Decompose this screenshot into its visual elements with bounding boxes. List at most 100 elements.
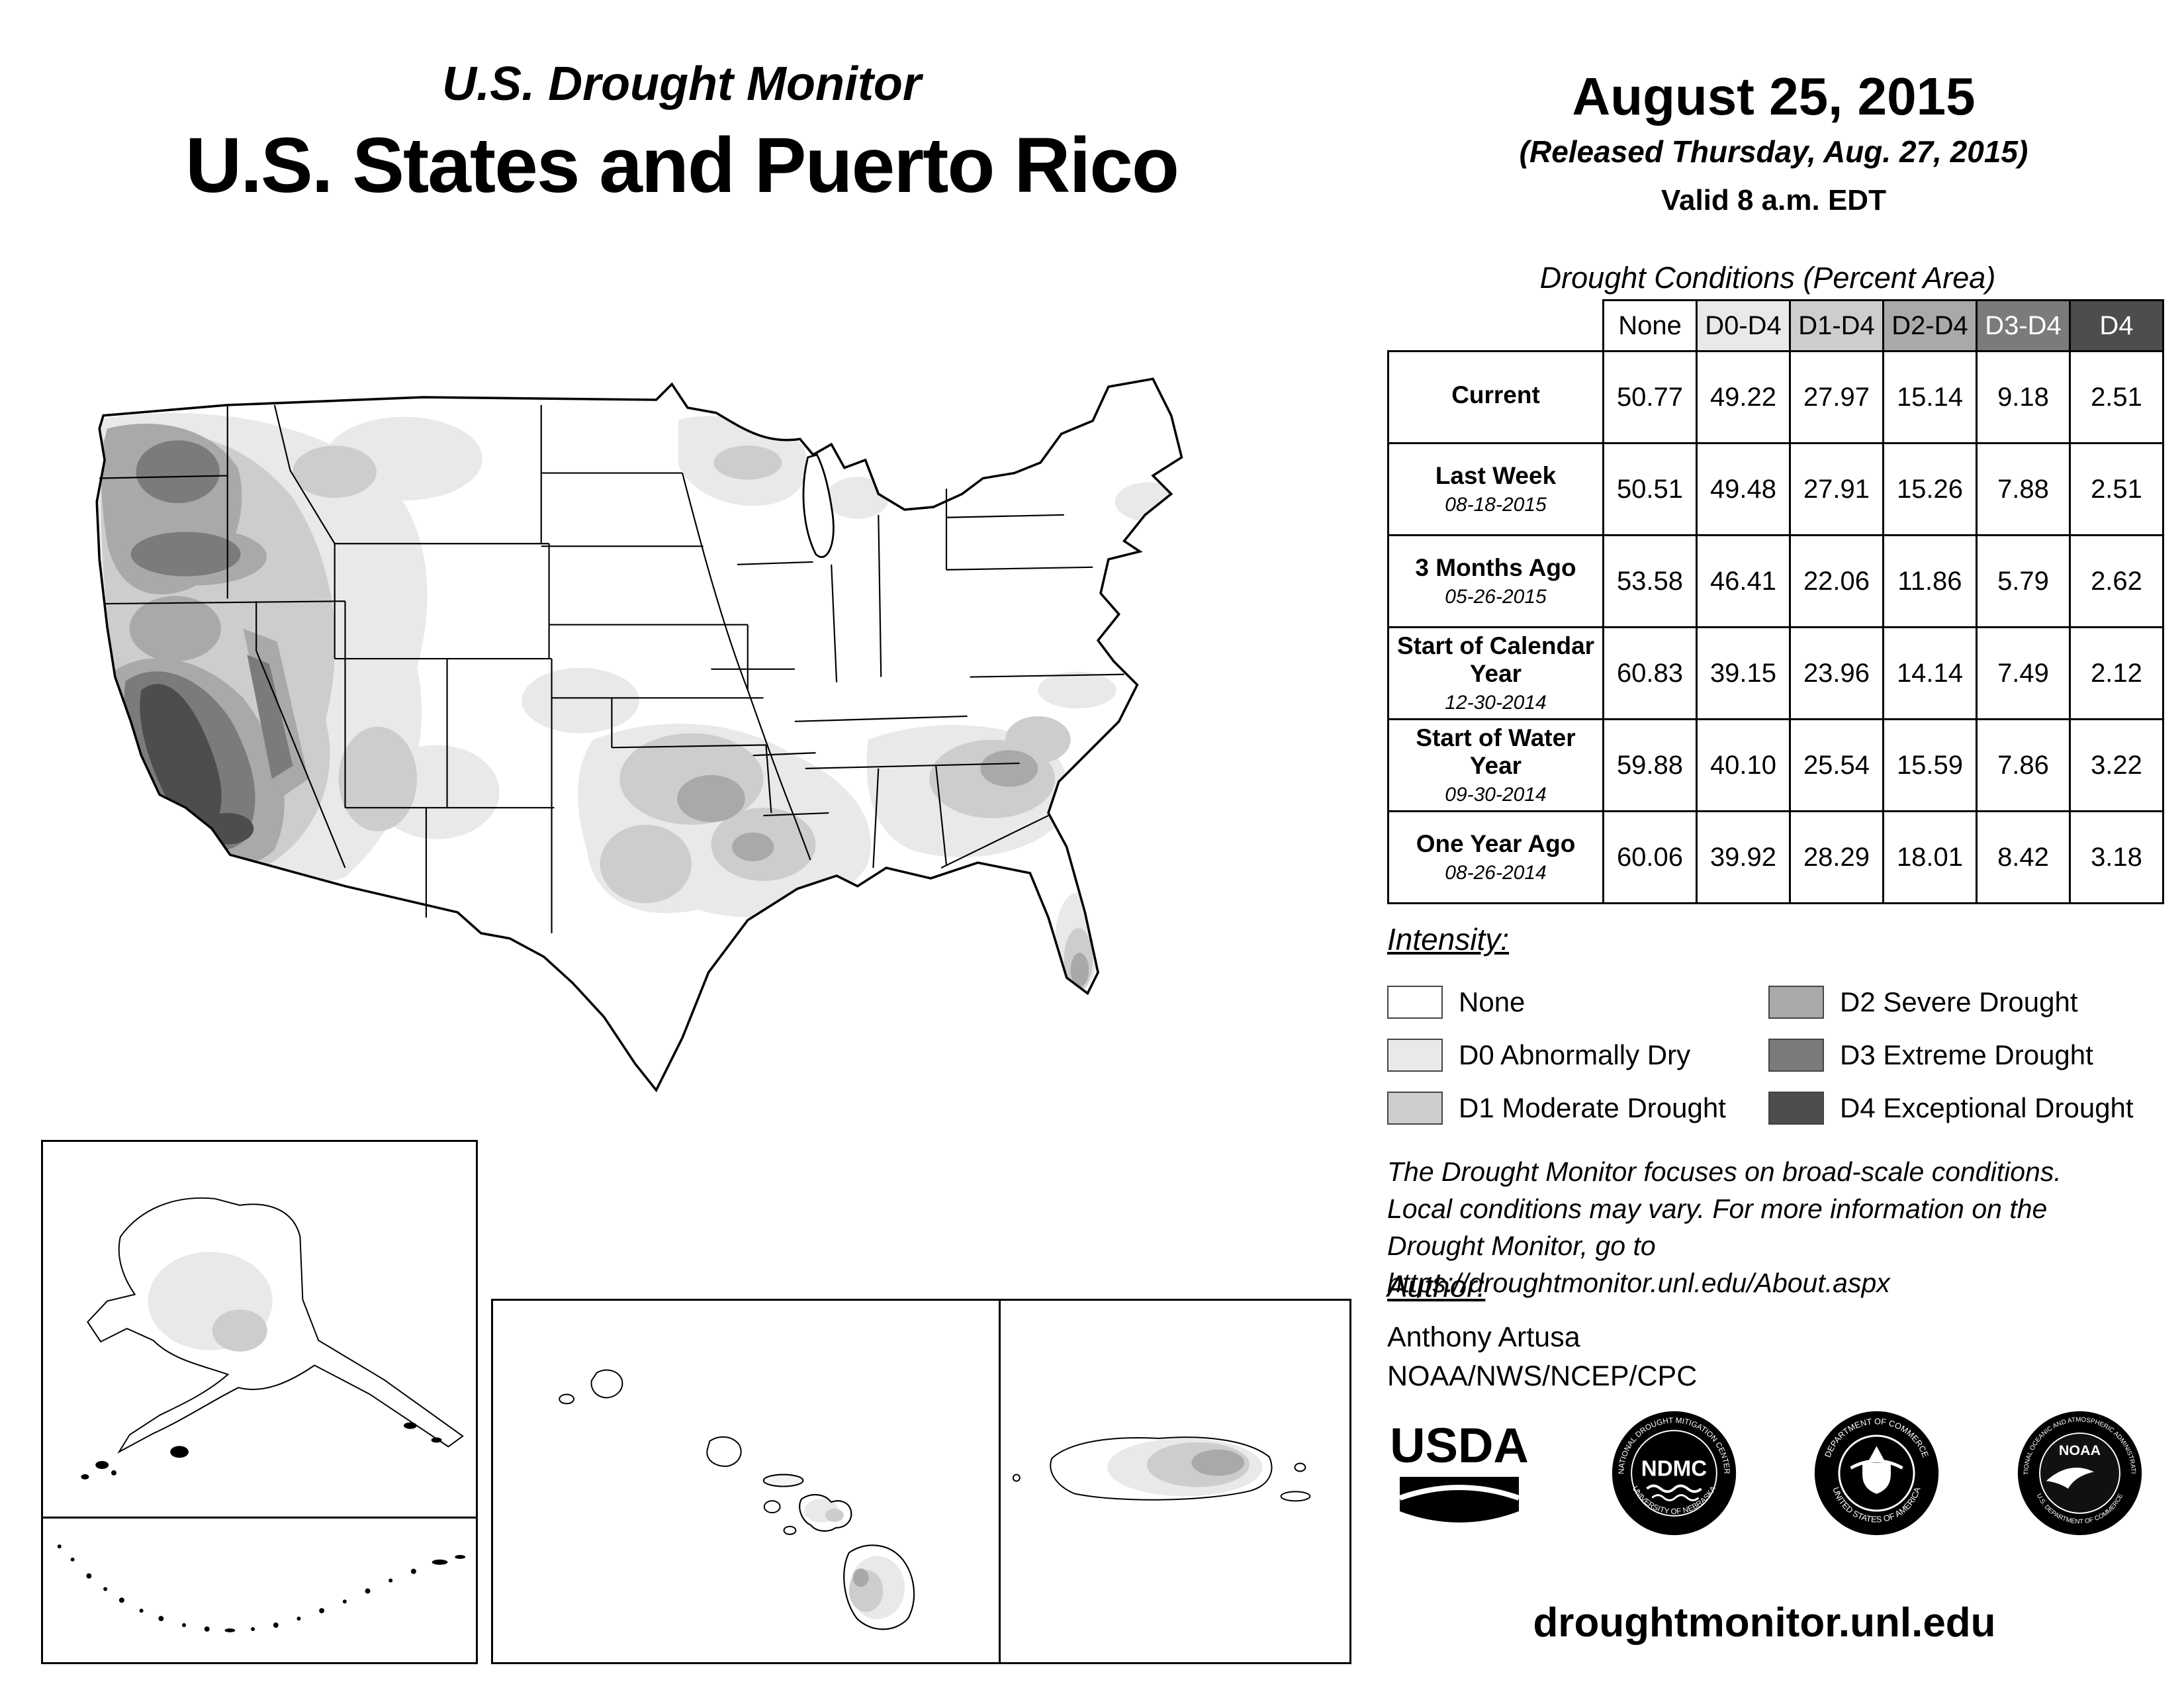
value-cell: 9.18	[1976, 350, 2071, 444]
usda-logo-graphic: USDA	[1390, 1418, 1529, 1523]
disclaimer-line: Drought Monitor, go to https://droughtmo…	[1387, 1231, 1890, 1298]
row-label-text: Last Week	[1435, 462, 1557, 489]
value-cell: 49.48	[1696, 442, 1791, 536]
row-label: Current	[1387, 350, 1604, 444]
value-cell: 8.42	[1976, 810, 2071, 904]
report-subtitle: U.S. States and Puerto Rico	[185, 122, 1179, 209]
legend-item-none: None	[1387, 976, 1768, 1029]
alaska-islands	[81, 1422, 442, 1479]
table-row-3-months-ago: 3 Months Ago 05-26-2015 53.58 46.41 22.0…	[1387, 534, 2164, 628]
value-cell: 2.51	[2069, 350, 2164, 444]
commerce-seal: DEPARTMENT OF COMMERCE UNITED STATES OF …	[1815, 1411, 1939, 1536]
row-label: Last Week 08-18-2015	[1387, 442, 1604, 536]
row-label-date: 08-18-2015	[1445, 494, 1547, 516]
disclaimer-line: The Drought Monitor focuses on broad-sca…	[1387, 1156, 2062, 1187]
puerto-rico-map	[1012, 1436, 1311, 1502]
disclaimer-text: The Drought Monitor focuses on broad-sca…	[1387, 1153, 2155, 1301]
value-cell: 2.12	[2069, 626, 2164, 720]
value-cell: 53.58	[1602, 534, 1698, 628]
legend-label: D2 Severe Drought	[1840, 986, 2078, 1017]
agency-logos: USDA NATIONAL DROUGHT MITIGATION CENTER …	[1383, 1403, 2144, 1541]
legend-grid: None D0 Abnormally Dry D1 Moderate Droug…	[1387, 976, 2142, 1135]
value-cell: 15.14	[1882, 350, 1978, 444]
ndmc-inner-ring	[1630, 1430, 1717, 1517]
legend-label: D3 Extreme Drought	[1840, 1039, 2093, 1070]
value-cell: 39.15	[1696, 626, 1791, 720]
value-cell: 3.22	[2069, 718, 2164, 812]
legend-label: None	[1459, 986, 1525, 1017]
table-row-last-week: Last Week 08-18-2015 50.51 49.48 27.91 1…	[1387, 442, 2164, 536]
value-cell: 60.06	[1602, 810, 1698, 904]
col-header-d1-d4: D1-D4	[1789, 299, 1884, 352]
swatch-d1	[1387, 1092, 1443, 1125]
alaska-map	[81, 1197, 464, 1479]
value-cell: 5.79	[1976, 534, 2071, 628]
drought-shading	[97, 412, 1182, 992]
swatch-d2	[1768, 986, 1824, 1019]
puerto-rico-drought-shading	[1107, 1438, 1263, 1497]
commerce-logo: DEPARTMENT OF COMMERCE UNITED STATES OF …	[1812, 1409, 1941, 1541]
ndmc-waves	[1645, 1484, 1702, 1493]
table-corner-cell	[1388, 300, 1604, 352]
conus-drought-map	[95, 377, 1183, 1092]
author-name: Anthony Artusa	[1387, 1321, 1580, 1353]
legend-item-d3: D3 Extreme Drought	[1768, 1029, 2142, 1082]
row-label-date: 12-30-2014	[1445, 692, 1547, 714]
noaa-logo: NATIONAL OCEANIC AND ATMOSPHERIC ADMINIS…	[2013, 1403, 2144, 1541]
release-date: (Released Thursday, Aug. 27, 2015)	[1519, 134, 2028, 169]
value-cell: 2.51	[2069, 442, 2164, 536]
table-row-start-water-year: Start of Water Year 09-30-2014 59.88 40.…	[1387, 718, 2164, 812]
table-header-row: None D0-D4 D1-D4 D2-D4 D3-D4 D4	[1388, 299, 2164, 352]
col-header-none: None	[1602, 299, 1698, 352]
disclaimer-line: Local conditions may vary. For more info…	[1387, 1194, 2048, 1224]
report-title: U.S. Drought Monitor	[442, 58, 921, 111]
aleutian-islands	[57, 1544, 466, 1632]
value-cell: 7.49	[1976, 626, 2071, 720]
row-label: Start of Water Year 09-30-2014	[1387, 718, 1604, 812]
value-cell: 7.86	[1976, 718, 2071, 812]
legend-item-d4: D4 Exceptional Drought	[1768, 1082, 2142, 1135]
row-label-date: 08-26-2014	[1445, 862, 1547, 884]
value-cell: 39.92	[1696, 810, 1791, 904]
value-cell: 60.83	[1602, 626, 1698, 720]
legend-item-d1: D1 Moderate Drought	[1387, 1082, 1768, 1135]
aleutian-inset-box	[41, 1519, 478, 1664]
value-cell: 49.22	[1696, 350, 1791, 444]
legend-item-d0: D0 Abnormally Dry	[1387, 1029, 1768, 1082]
aleutian-map	[57, 1544, 466, 1632]
footer-url: droughtmonitor.unl.edu	[1533, 1600, 1996, 1646]
puerto-rico-small-islands	[1012, 1462, 1311, 1502]
row-label-date: 05-26-2015	[1445, 586, 1547, 608]
row-label-text: Start of Water Year	[1416, 724, 1576, 779]
row-label-text: 3 Months Ago	[1415, 554, 1576, 581]
value-cell: 15.26	[1882, 442, 1978, 536]
value-cell: 7.88	[1976, 442, 2071, 536]
usda-wordmark: USDA	[1390, 1418, 1529, 1473]
col-header-d3-d4: D3-D4	[1976, 299, 2071, 352]
value-cell: 25.54	[1789, 718, 1884, 812]
ndmc-wordmark: NDMC	[1641, 1456, 1706, 1481]
alaska-landmass	[87, 1197, 463, 1452]
hawaii-outlines-top	[762, 1474, 915, 1630]
value-cell: 28.29	[1789, 810, 1884, 904]
doc-eagle-head	[1869, 1446, 1885, 1460]
swatch-d4	[1768, 1092, 1824, 1125]
author-block: Author: Anthony Artusa NOAA/NWS/NCEP/CPC	[1387, 1268, 2142, 1393]
row-label: Start of Calendar Year 12-30-2014	[1387, 626, 1604, 720]
swatch-d3	[1768, 1039, 1824, 1072]
legend-title: Intensity:	[1387, 922, 1510, 957]
valid-time: Valid 8 a.m. EDT	[1661, 184, 1886, 216]
ndmc-logo: NATIONAL DROUGHT MITIGATION CENTER UNIVE…	[1610, 1409, 1739, 1541]
value-cell: 27.97	[1789, 350, 1884, 444]
ndmc-waves-2	[1651, 1494, 1700, 1501]
noaa-seagull	[2046, 1468, 2094, 1489]
drought-conditions-table: None D0-D4 D1-D4 D2-D4 D3-D4 D4 Current …	[1387, 299, 2164, 904]
maui-drought-shading	[804, 1499, 844, 1523]
legend-label: D4 Exceptional Drought	[1840, 1092, 2134, 1123]
col-header-d0-d4: D0-D4	[1696, 299, 1791, 352]
usda-swoosh	[1398, 1484, 1520, 1501]
title-block: U.S. Drought Monitor U.S. States and Pue…	[79, 57, 1284, 211]
value-cell: 40.10	[1696, 718, 1791, 812]
value-cell: 11.86	[1882, 534, 1978, 628]
puerto-rico-inset-box	[1001, 1299, 1351, 1664]
